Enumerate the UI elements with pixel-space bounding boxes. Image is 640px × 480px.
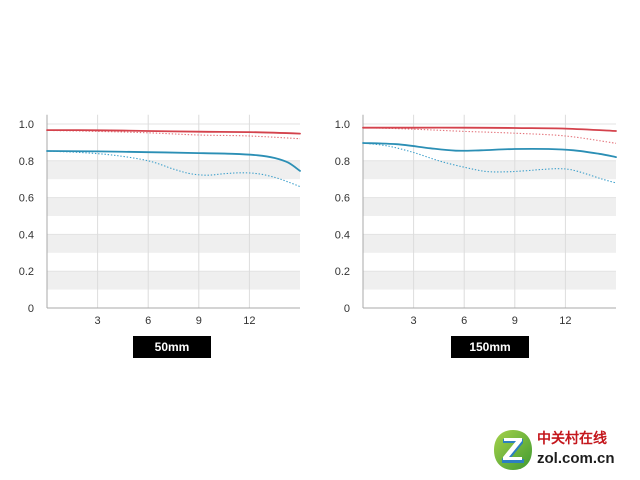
- y-tick-label: 0: [28, 303, 34, 315]
- shaded-band: [47, 197, 300, 216]
- series-line-solid: [362, 142, 617, 158]
- series-line-dotted: [362, 127, 617, 144]
- mtf-chart-150mm: 1.0 0.8 0.6 0.4 0.2 0 3 6 9 12: [335, 114, 617, 327]
- shaded-band: [47, 271, 300, 290]
- shaded-band: [47, 160, 300, 180]
- y-tick-label: 1.0: [335, 119, 350, 131]
- y-tick-label: 0: [344, 303, 350, 315]
- y-tick-label: 0.2: [335, 266, 350, 278]
- series-line-solid: [46, 150, 301, 172]
- y-tick-label: 0.8: [335, 156, 350, 168]
- series-line-dotted: [46, 150, 301, 188]
- zol-z-logo-icon: [494, 430, 532, 470]
- x-tick-label: 3: [411, 315, 417, 327]
- x-tick-label: 12: [243, 315, 255, 327]
- chart-caption-50mm: 50mm: [133, 336, 211, 358]
- y-tick-label: 0.6: [335, 193, 350, 205]
- y-tick-label: 0.2: [19, 266, 34, 278]
- series-line-dotted: [46, 129, 301, 140]
- y-tick-label: 1.0: [19, 119, 34, 131]
- watermark-name-text: 中关村在线: [537, 431, 607, 447]
- x-tick-label: 9: [196, 315, 202, 327]
- shaded-band: [363, 197, 616, 216]
- x-tick-label: 3: [95, 315, 101, 327]
- watermark: 中关村在线 zol.com.cn: [490, 426, 632, 474]
- x-tick-label: 6: [461, 315, 467, 327]
- shaded-band: [47, 234, 300, 253]
- y-tick-label: 0.4: [335, 229, 350, 241]
- x-tick-label: 6: [145, 315, 151, 327]
- x-tick-label: 9: [512, 315, 518, 327]
- y-tick-label: 0.6: [19, 193, 34, 205]
- y-tick-label: 0.8: [19, 156, 34, 168]
- shaded-band: [363, 160, 616, 180]
- mtf-chart-50mm: 1.0 0.8 0.6 0.4 0.2 0 3 6 9 12: [19, 114, 301, 327]
- series-line-solid: [362, 126, 617, 132]
- watermark-domain-text: zol.com.cn: [537, 450, 615, 467]
- shaded-band: [363, 271, 616, 290]
- y-tick-label: 0.4: [19, 229, 34, 241]
- chart-caption-150mm: 150mm: [451, 336, 529, 358]
- shaded-band: [363, 234, 616, 253]
- x-tick-label: 12: [559, 315, 571, 327]
- series-line-solid: [46, 129, 301, 135]
